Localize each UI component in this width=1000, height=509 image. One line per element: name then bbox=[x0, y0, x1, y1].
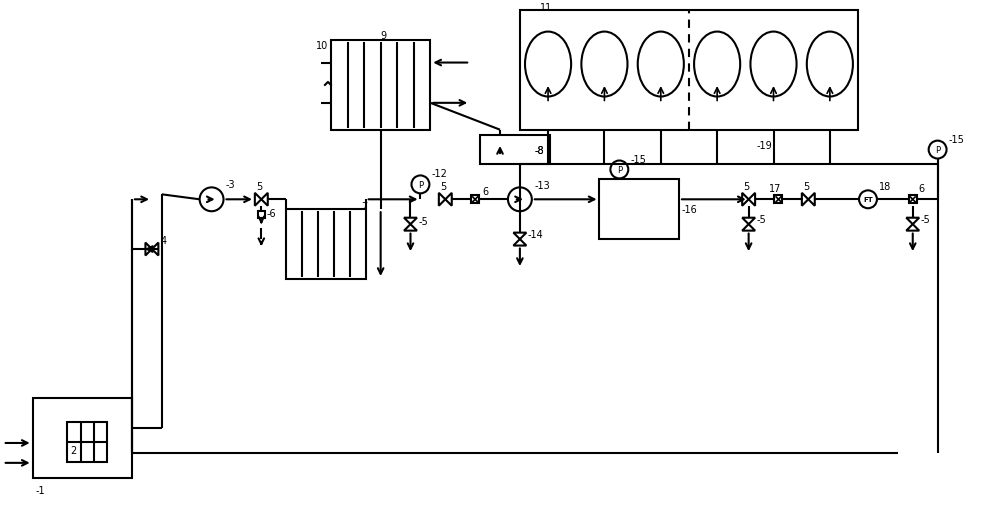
Text: -14: -14 bbox=[528, 230, 544, 240]
Polygon shape bbox=[404, 224, 417, 231]
Text: P: P bbox=[935, 146, 940, 155]
Text: -5: -5 bbox=[418, 217, 428, 227]
Bar bbox=[471, 196, 479, 204]
Circle shape bbox=[411, 176, 429, 194]
Polygon shape bbox=[261, 193, 268, 206]
Text: 5: 5 bbox=[256, 182, 263, 192]
Text: 6: 6 bbox=[919, 184, 925, 194]
Text: -8: -8 bbox=[535, 145, 544, 155]
Polygon shape bbox=[152, 243, 158, 256]
Polygon shape bbox=[808, 193, 815, 206]
Bar bbox=[286, 210, 366, 279]
Circle shape bbox=[200, 188, 224, 212]
Text: P: P bbox=[617, 165, 622, 175]
Text: P: P bbox=[418, 181, 423, 189]
Polygon shape bbox=[255, 193, 261, 206]
Text: 7: 7 bbox=[361, 202, 367, 212]
Circle shape bbox=[929, 142, 947, 159]
Bar bbox=[909, 196, 917, 204]
Text: -12: -12 bbox=[431, 169, 447, 179]
Ellipse shape bbox=[807, 33, 853, 97]
Text: -1: -1 bbox=[36, 485, 45, 495]
Polygon shape bbox=[742, 218, 755, 224]
Text: -3: -3 bbox=[226, 180, 235, 190]
Polygon shape bbox=[742, 224, 755, 231]
Text: -15: -15 bbox=[630, 154, 646, 164]
Ellipse shape bbox=[525, 33, 571, 97]
Text: -6: -6 bbox=[266, 209, 276, 219]
Polygon shape bbox=[742, 193, 749, 206]
Text: 4: 4 bbox=[161, 236, 167, 246]
Text: -13: -13 bbox=[535, 181, 551, 191]
Text: -5: -5 bbox=[921, 215, 930, 225]
Circle shape bbox=[859, 191, 877, 209]
Text: 9: 9 bbox=[381, 31, 387, 41]
Text: 5: 5 bbox=[803, 182, 810, 192]
Polygon shape bbox=[906, 218, 919, 224]
Text: 18: 18 bbox=[879, 182, 891, 192]
Text: 10: 10 bbox=[316, 41, 328, 51]
Polygon shape bbox=[513, 240, 526, 246]
Text: 5: 5 bbox=[440, 182, 447, 192]
Circle shape bbox=[610, 161, 628, 179]
Ellipse shape bbox=[694, 33, 740, 97]
Polygon shape bbox=[802, 193, 808, 206]
Text: -19: -19 bbox=[757, 140, 772, 150]
Ellipse shape bbox=[581, 33, 627, 97]
Polygon shape bbox=[439, 193, 445, 206]
Ellipse shape bbox=[750, 33, 797, 97]
Polygon shape bbox=[513, 233, 526, 240]
Bar bbox=[33, 399, 132, 478]
Bar bbox=[520, 11, 858, 130]
Polygon shape bbox=[906, 224, 919, 231]
Bar bbox=[67, 422, 107, 462]
Text: -15: -15 bbox=[949, 134, 964, 145]
Text: -16: -16 bbox=[682, 205, 698, 215]
Text: 2: 2 bbox=[70, 445, 77, 455]
Text: 5: 5 bbox=[744, 182, 750, 192]
Text: -8: -8 bbox=[535, 145, 544, 155]
Text: -5: -5 bbox=[757, 215, 766, 225]
Polygon shape bbox=[145, 243, 152, 256]
Bar bbox=[258, 211, 265, 218]
Bar bbox=[599, 180, 679, 240]
Polygon shape bbox=[445, 193, 452, 206]
Bar bbox=[331, 41, 430, 130]
Text: 17: 17 bbox=[769, 184, 781, 194]
Text: 6: 6 bbox=[482, 187, 488, 197]
Text: FT: FT bbox=[863, 197, 873, 203]
Polygon shape bbox=[749, 193, 755, 206]
Ellipse shape bbox=[638, 33, 684, 97]
Polygon shape bbox=[404, 218, 417, 224]
Bar bbox=[480, 135, 550, 165]
Circle shape bbox=[488, 138, 512, 162]
Circle shape bbox=[508, 188, 532, 212]
Bar bbox=[774, 196, 782, 204]
Text: 11: 11 bbox=[540, 4, 552, 13]
